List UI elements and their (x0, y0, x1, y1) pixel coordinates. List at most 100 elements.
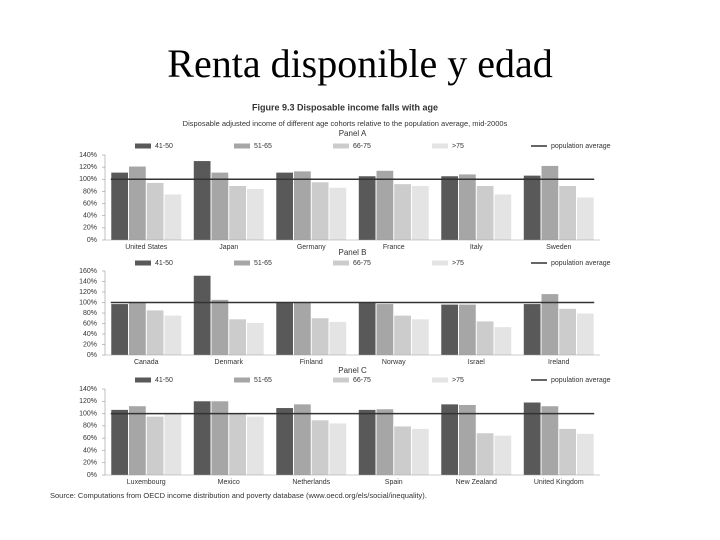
bar (376, 170, 394, 240)
figure-title: Figure 9.3 Disposable income falls with … (252, 102, 438, 112)
bar (193, 401, 211, 475)
y-tick-label: 40% (83, 331, 97, 338)
bar (311, 318, 329, 355)
legend-label: 51-65 (254, 260, 272, 267)
bar (146, 182, 164, 240)
source-note: Source: Computations from OECD income di… (50, 491, 427, 500)
bar (111, 304, 129, 355)
bar (193, 275, 211, 355)
x-tick-label: United States (125, 244, 168, 251)
x-tick-label: Japan (219, 244, 238, 251)
bar (211, 172, 229, 240)
legend-swatch (135, 143, 151, 149)
y-tick-label: 160% (79, 268, 97, 275)
bar (411, 428, 429, 475)
bar (329, 321, 347, 355)
bar (246, 189, 264, 240)
bar (523, 175, 541, 240)
legend-label: 66-75 (353, 260, 371, 267)
bar (394, 426, 411, 475)
x-tick-label: Sweden (546, 244, 571, 251)
bar (358, 409, 376, 475)
legend-label: >75 (452, 260, 464, 267)
bar (441, 404, 459, 475)
bar (559, 308, 576, 355)
bar (229, 412, 246, 475)
x-tick-label: New Zealand (456, 479, 497, 486)
legend-label: population average (551, 260, 611, 267)
y-tick-label: 140% (79, 152, 97, 159)
legend-label: >75 (452, 143, 464, 150)
bar (459, 404, 476, 475)
bar (523, 402, 541, 475)
bar (246, 322, 264, 355)
bar (376, 409, 394, 475)
y-tick-label: 40% (83, 213, 97, 220)
legend-swatch (135, 377, 151, 383)
bar (146, 416, 164, 475)
y-tick-label: 100% (79, 176, 97, 183)
x-tick-label: Mexico (218, 479, 240, 486)
legend-swatch (432, 143, 448, 149)
y-tick-label: 0% (87, 237, 97, 244)
y-tick-label: 60% (83, 320, 97, 327)
bar (411, 319, 429, 355)
bar (541, 165, 559, 240)
bar (441, 304, 459, 355)
y-tick-label: 20% (83, 225, 97, 232)
bar (494, 327, 512, 355)
legend-label: 41-50 (155, 260, 173, 267)
bar (294, 404, 311, 475)
bar (164, 315, 182, 355)
slide-title: Renta disponible y edad (167, 41, 552, 86)
legend-label: 51-65 (254, 377, 272, 384)
y-tick-label: 80% (83, 310, 97, 317)
legend-label: 41-50 (155, 377, 173, 384)
legend-label: 51-65 (254, 143, 272, 150)
x-tick-label: Norway (382, 359, 406, 366)
bar (129, 406, 146, 475)
bar (329, 423, 347, 475)
panel-title: Panel A (339, 129, 367, 138)
bar (294, 171, 311, 240)
bar (394, 315, 411, 355)
legend-label: 66-75 (353, 377, 371, 384)
legend-swatch (135, 260, 151, 266)
bar (441, 176, 459, 240)
y-tick-label: 20% (83, 341, 97, 348)
bar (129, 166, 146, 240)
bar (276, 408, 294, 475)
x-tick-label: Ireland (548, 359, 570, 366)
y-tick-label: 140% (79, 386, 97, 393)
bar (494, 435, 512, 475)
legend-swatch (432, 260, 448, 266)
bar (394, 184, 411, 240)
legend-swatch (333, 143, 349, 149)
legend-label: population average (551, 377, 611, 384)
y-tick-label: 20% (83, 460, 97, 467)
x-tick-label: Canada (134, 359, 159, 366)
legend-swatch (234, 260, 250, 266)
bar (358, 176, 376, 240)
legend-label: 66-75 (353, 143, 371, 150)
x-tick-label: Netherlands (292, 479, 330, 486)
panel-title: Panel C (338, 366, 367, 375)
legend-swatch (234, 377, 250, 383)
legend-swatch (333, 377, 349, 383)
bar (311, 420, 329, 475)
bar (211, 299, 229, 355)
x-tick-label: Denmark (215, 359, 244, 366)
bar (476, 321, 494, 355)
bar (376, 304, 394, 355)
legend-label: >75 (452, 377, 464, 384)
bar (476, 433, 494, 475)
bar (146, 310, 164, 355)
bar (459, 304, 476, 355)
bar (229, 319, 246, 355)
bar (541, 406, 559, 475)
bar (276, 172, 294, 240)
bar (559, 185, 576, 240)
bar (294, 301, 311, 355)
legend-label: 41-50 (155, 143, 173, 150)
